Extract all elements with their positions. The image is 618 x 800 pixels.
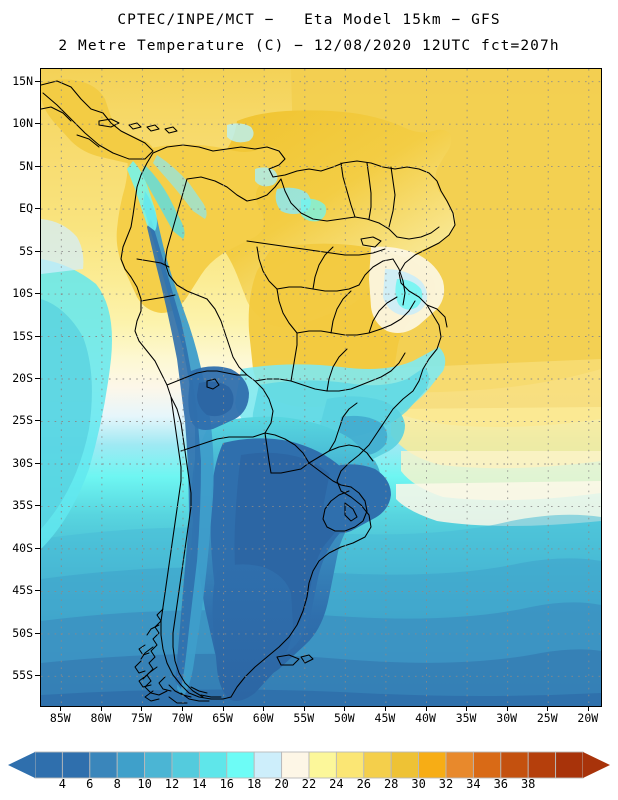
longitude-tick-label: 50W — [333, 711, 355, 725]
colorbar-cell[interactable] — [308, 751, 337, 779]
latitude-tick-label: 50S — [12, 625, 33, 640]
colorbar-cell[interactable] — [61, 751, 91, 779]
latitude-tick-label: 25S — [12, 413, 33, 428]
colorbar-cell[interactable] — [253, 751, 283, 779]
latitude-tick-label: 40S — [12, 540, 33, 555]
colorbar-cell[interactable] — [335, 751, 365, 779]
longitude-tick-label: 35W — [455, 711, 477, 725]
longitude-tick-label: 30W — [496, 711, 518, 725]
colorbar-tick-label: 24 — [329, 777, 344, 791]
longitude-tick-label: 25W — [536, 711, 558, 725]
temperature-heatmap — [41, 69, 601, 706]
chart-title-block: CPTEC/INPE/MCT − Eta Model 15km − GFS 2 … — [0, 0, 618, 62]
latitude-tick-label: 10S — [12, 286, 33, 301]
latitude-tick-label: 45S — [12, 583, 33, 598]
longitude-tick-label: 45W — [374, 711, 396, 725]
longitude-tick-label: 75W — [131, 711, 152, 725]
colorbar-tick-label: 16 — [219, 777, 235, 791]
title-line-2: 2 Metre Temperature (C) − 12/08/2020 12U… — [58, 38, 560, 54]
title-line-1: CPTEC/INPE/MCT − Eta Model 15km − GFS — [117, 12, 501, 28]
colorbar-tick-label: 18 — [246, 777, 262, 791]
latitude-tick-label: 15S — [12, 328, 33, 343]
longitude-tick-label: 70W — [171, 711, 193, 725]
colorbar-cell[interactable] — [445, 751, 474, 779]
colorbar-cell[interactable] — [116, 751, 146, 779]
colorbar[interactable]: 4 6 8 10 12 14 16 18 20 22 24 26 28 30 32 34 36 38 — [0, 748, 618, 800]
colorbar-tick-label: 8 — [113, 777, 121, 791]
latitude-tick-label: EQ — [19, 201, 33, 216]
colorbar-cell[interactable] — [500, 751, 529, 779]
colorbar-cell[interactable] — [418, 751, 447, 779]
colorbar-tick-label: 30 — [411, 777, 426, 791]
longitude-tick-label: 20W — [577, 711, 599, 725]
colorbar-tick-label: 28 — [383, 777, 399, 791]
colorbar-tick-label: 14 — [192, 777, 207, 791]
latitude-tick-label: 5S — [19, 243, 33, 258]
colorbar-tick-label: 34 — [466, 777, 481, 791]
map-gridlines — [41, 69, 601, 706]
latitude-tick-label: 30S — [12, 455, 33, 470]
latitude-tick-label: 15N — [12, 73, 33, 88]
colorbar-cell[interactable] — [390, 751, 420, 779]
latitude-tick-label: 35S — [12, 498, 33, 513]
colorbar-cell[interactable] — [34, 751, 63, 779]
colorbar-cell[interactable] — [527, 751, 557, 779]
longitude-tick-label: 65W — [212, 711, 233, 725]
latitude-tick-label: 5N — [19, 158, 33, 173]
colorbar-tick-label: 10 — [137, 777, 152, 791]
colorbar-cell[interactable] — [472, 751, 502, 779]
colorbar-tick-label: 22 — [301, 777, 317, 791]
colorbar-tick-label: 12 — [164, 777, 180, 791]
colorbar-cell[interactable] — [281, 751, 310, 779]
longitude-tick-label: 55W — [293, 711, 315, 725]
colorbar-tick-label: 36 — [493, 777, 509, 791]
colorbar-cell[interactable] — [171, 751, 200, 779]
colorbar-cell[interactable] — [198, 751, 228, 779]
colorbar-cell[interactable] — [89, 751, 118, 779]
colorbar-tick-label: 6 — [86, 777, 94, 791]
latitude-tick-label: 10N — [12, 116, 33, 131]
coastline-overlay — [41, 80, 456, 704]
colorbar-cell[interactable] — [144, 751, 173, 779]
colorbar-over-arrow — [583, 752, 610, 778]
colorbar-tick-label: 32 — [438, 777, 454, 791]
colorbar-cell[interactable] — [226, 751, 255, 779]
latitude-tick-label: 20S — [12, 371, 33, 385]
map-plot-area — [40, 68, 602, 707]
colorbar-cell[interactable] — [363, 751, 392, 779]
colorbar-swatches — [8, 751, 610, 779]
longitude-tick-label: 40W — [415, 711, 436, 725]
colorbar-tick-label: 26 — [356, 777, 372, 791]
longitude-tick-label: 80W — [90, 711, 112, 725]
colorbar-under-arrow — [8, 752, 35, 778]
colorbar-tick-label: 38 — [520, 777, 536, 791]
colorbar-cell[interactable] — [555, 751, 584, 779]
latitude-tick-label: 55S — [12, 668, 33, 683]
longitude-tick-label: 85W — [49, 711, 71, 725]
colorbar-tick-label: 20 — [274, 777, 289, 791]
longitude-tick-label: 60W — [252, 711, 274, 725]
colorbar-tick-label: 4 — [58, 777, 66, 791]
